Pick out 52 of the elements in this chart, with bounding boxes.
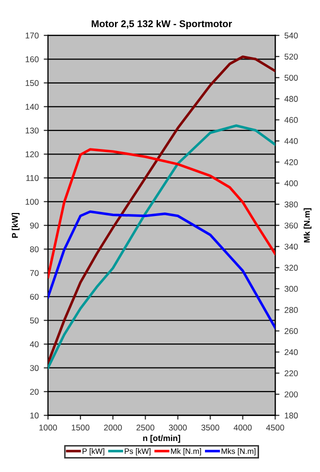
y-tick-label: 160: [26, 56, 39, 62]
x-tick-label: 2500: [136, 424, 154, 431]
y2-tick-label: 520: [284, 54, 298, 60]
y-tick-label: 90: [30, 222, 39, 228]
x-tick-label: 3000: [168, 424, 187, 431]
x-tick-label: 1500: [72, 424, 90, 431]
y2-tick-label: 280: [284, 307, 298, 313]
y2-tick-label: 420: [284, 159, 298, 166]
y2-tick-label: 440: [284, 138, 298, 144]
y-tick-label: 20: [30, 388, 39, 395]
y-tick-label: 170: [26, 32, 39, 38]
y2-tick-label: 320: [284, 264, 298, 271]
y2-tick-label: 380: [284, 201, 298, 208]
y2-tick-label: 260: [284, 328, 298, 334]
y2-tick-label: 200: [284, 391, 298, 398]
y2-tick-label: 400: [284, 180, 298, 186]
y-tick-label: 140: [26, 104, 39, 110]
line-series: [48, 56, 276, 364]
y-axis-title: P [kW]: [12, 212, 20, 238]
line-series: [48, 124, 276, 370]
x-tick-label: 4000: [234, 424, 252, 431]
line-series: [48, 148, 276, 278]
chart-title: Motor 2,5 132 kW - Sportmotor: [92, 20, 232, 30]
y2-tick-label: 500: [284, 74, 298, 81]
y2-tick-label: 300: [284, 286, 298, 292]
y-tick-label: 110: [26, 175, 39, 181]
y-tick-label: 60: [30, 294, 39, 300]
y-tick-label: 50: [30, 318, 39, 324]
y-tick-label: 100: [26, 198, 39, 205]
x-tick-label: 3500: [201, 424, 220, 431]
y2-axis-title: Mk [N.m]: [304, 208, 312, 242]
x-tick-label: 4500: [266, 424, 284, 431]
line-series: [48, 210, 276, 330]
y2-tick-label: 220: [284, 370, 298, 376]
y-tick-label: 120: [26, 151, 39, 158]
y2-tick-label: 460: [284, 117, 298, 123]
x-tick-label: 2000: [104, 424, 122, 431]
y2-tick-label: 360: [284, 222, 298, 228]
x-axis-title: n [ot/min]: [143, 434, 180, 443]
y-tick-label: 40: [30, 341, 39, 348]
x-tick-label: 1000: [39, 424, 57, 431]
y-tick-label: 70: [30, 270, 39, 276]
y2-tick-label: 480: [284, 96, 298, 102]
y2-tick-label: 240: [284, 349, 298, 356]
y-tick-label: 80: [30, 246, 39, 252]
y-tick-label: 130: [26, 128, 39, 134]
y-tick-label: 10: [30, 412, 39, 418]
y2-tick-label: 180: [284, 412, 298, 418]
y2-tick-label: 540: [284, 32, 298, 38]
y-tick-label: 30: [30, 365, 39, 371]
y2-tick-label: 340: [284, 244, 298, 250]
y-tick-label: 150: [26, 80, 39, 86]
